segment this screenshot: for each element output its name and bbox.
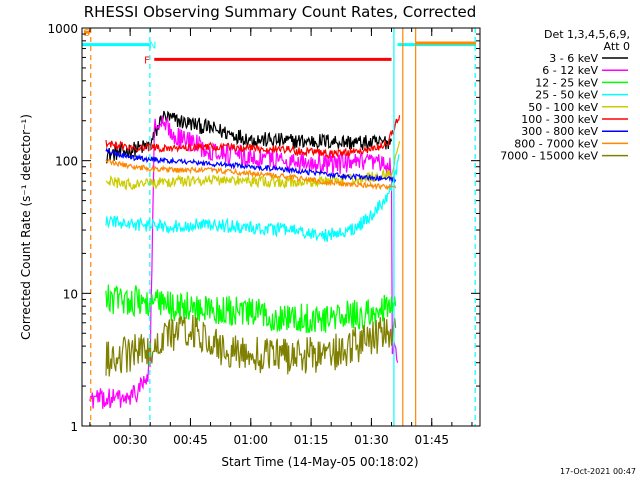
x-tick-label: 00:30 <box>113 433 148 447</box>
x-tick-label: 01:45 <box>414 433 449 447</box>
legend-label-3-6-kev: 3 - 6 keV <box>549 52 598 65</box>
series-line-800-7000-kev <box>105 158 397 191</box>
y-axis: 1 10 100 1000 <box>47 22 480 434</box>
y-tick-label: 10 <box>63 287 78 301</box>
legend-label-6-12-kev: 6 - 12 keV <box>542 64 598 77</box>
legend-label-100-300-kev: 100 - 300 keV <box>521 113 598 126</box>
flag-bars: S NF <box>82 28 476 66</box>
series-line-50-100-kev <box>105 141 401 191</box>
series-line-3-6-kev <box>105 110 393 164</box>
x-tick-label: 01:00 <box>233 433 268 447</box>
x-tick-label: 00:45 <box>173 433 208 447</box>
x-axis: 00:30 00:45 01:00 01:15 01:30 01:45 <box>89 28 473 447</box>
series-line-300-800-kev <box>105 147 397 184</box>
legend-label-300-800-kev: 300 - 800 keV <box>521 125 598 138</box>
x-axis-label: Start Time (14-May-05 00:18:02) <box>221 455 418 469</box>
flag-label-n: N <box>149 41 156 52</box>
chart-title: RHESSI Observing Summary Count Rates, Co… <box>84 3 477 21</box>
series-line-12-25-kev <box>105 284 397 334</box>
vertical-markers <box>90 28 476 426</box>
plot-frame <box>81 27 481 427</box>
series-line-25-50-kev <box>105 154 400 242</box>
legend-label-12-25-kev: 12 - 25 keV <box>535 76 598 89</box>
y-tick-label: 1000 <box>47 22 78 36</box>
series-line-7000-15000-kev <box>105 314 397 377</box>
y-tick-label: 100 <box>55 155 78 169</box>
flag-label-f: F <box>144 55 150 66</box>
series-lines <box>89 110 401 409</box>
series-line-100-300-kev <box>105 115 401 159</box>
legend-label-25-50-kev: 25 - 50 keV <box>535 89 598 102</box>
footer-timestamp: 17-Oct-2021 00:47 <box>560 467 636 476</box>
x-tick-label: 01:15 <box>294 433 329 447</box>
legend-label-50-100-kev: 50 - 100 keV <box>528 101 598 114</box>
legend-label-7000-15000-kev: 7000 - 15000 keV <box>500 150 598 163</box>
flag-label-s: S <box>84 28 90 39</box>
legend-header-line-1: Att 0 <box>604 40 630 53</box>
legend-header-line-0: Det 1,3,4,5,6,9, <box>544 28 630 41</box>
x-tick-label: 01:30 <box>354 433 389 447</box>
legend-label-800-7000-kev: 800 - 7000 keV <box>514 137 598 150</box>
y-axis-label: Corrected Count Rate (s⁻¹ detector⁻¹) <box>19 114 33 340</box>
series-line-6-12-kev <box>89 115 399 409</box>
y-tick-label: 1 <box>70 420 78 434</box>
